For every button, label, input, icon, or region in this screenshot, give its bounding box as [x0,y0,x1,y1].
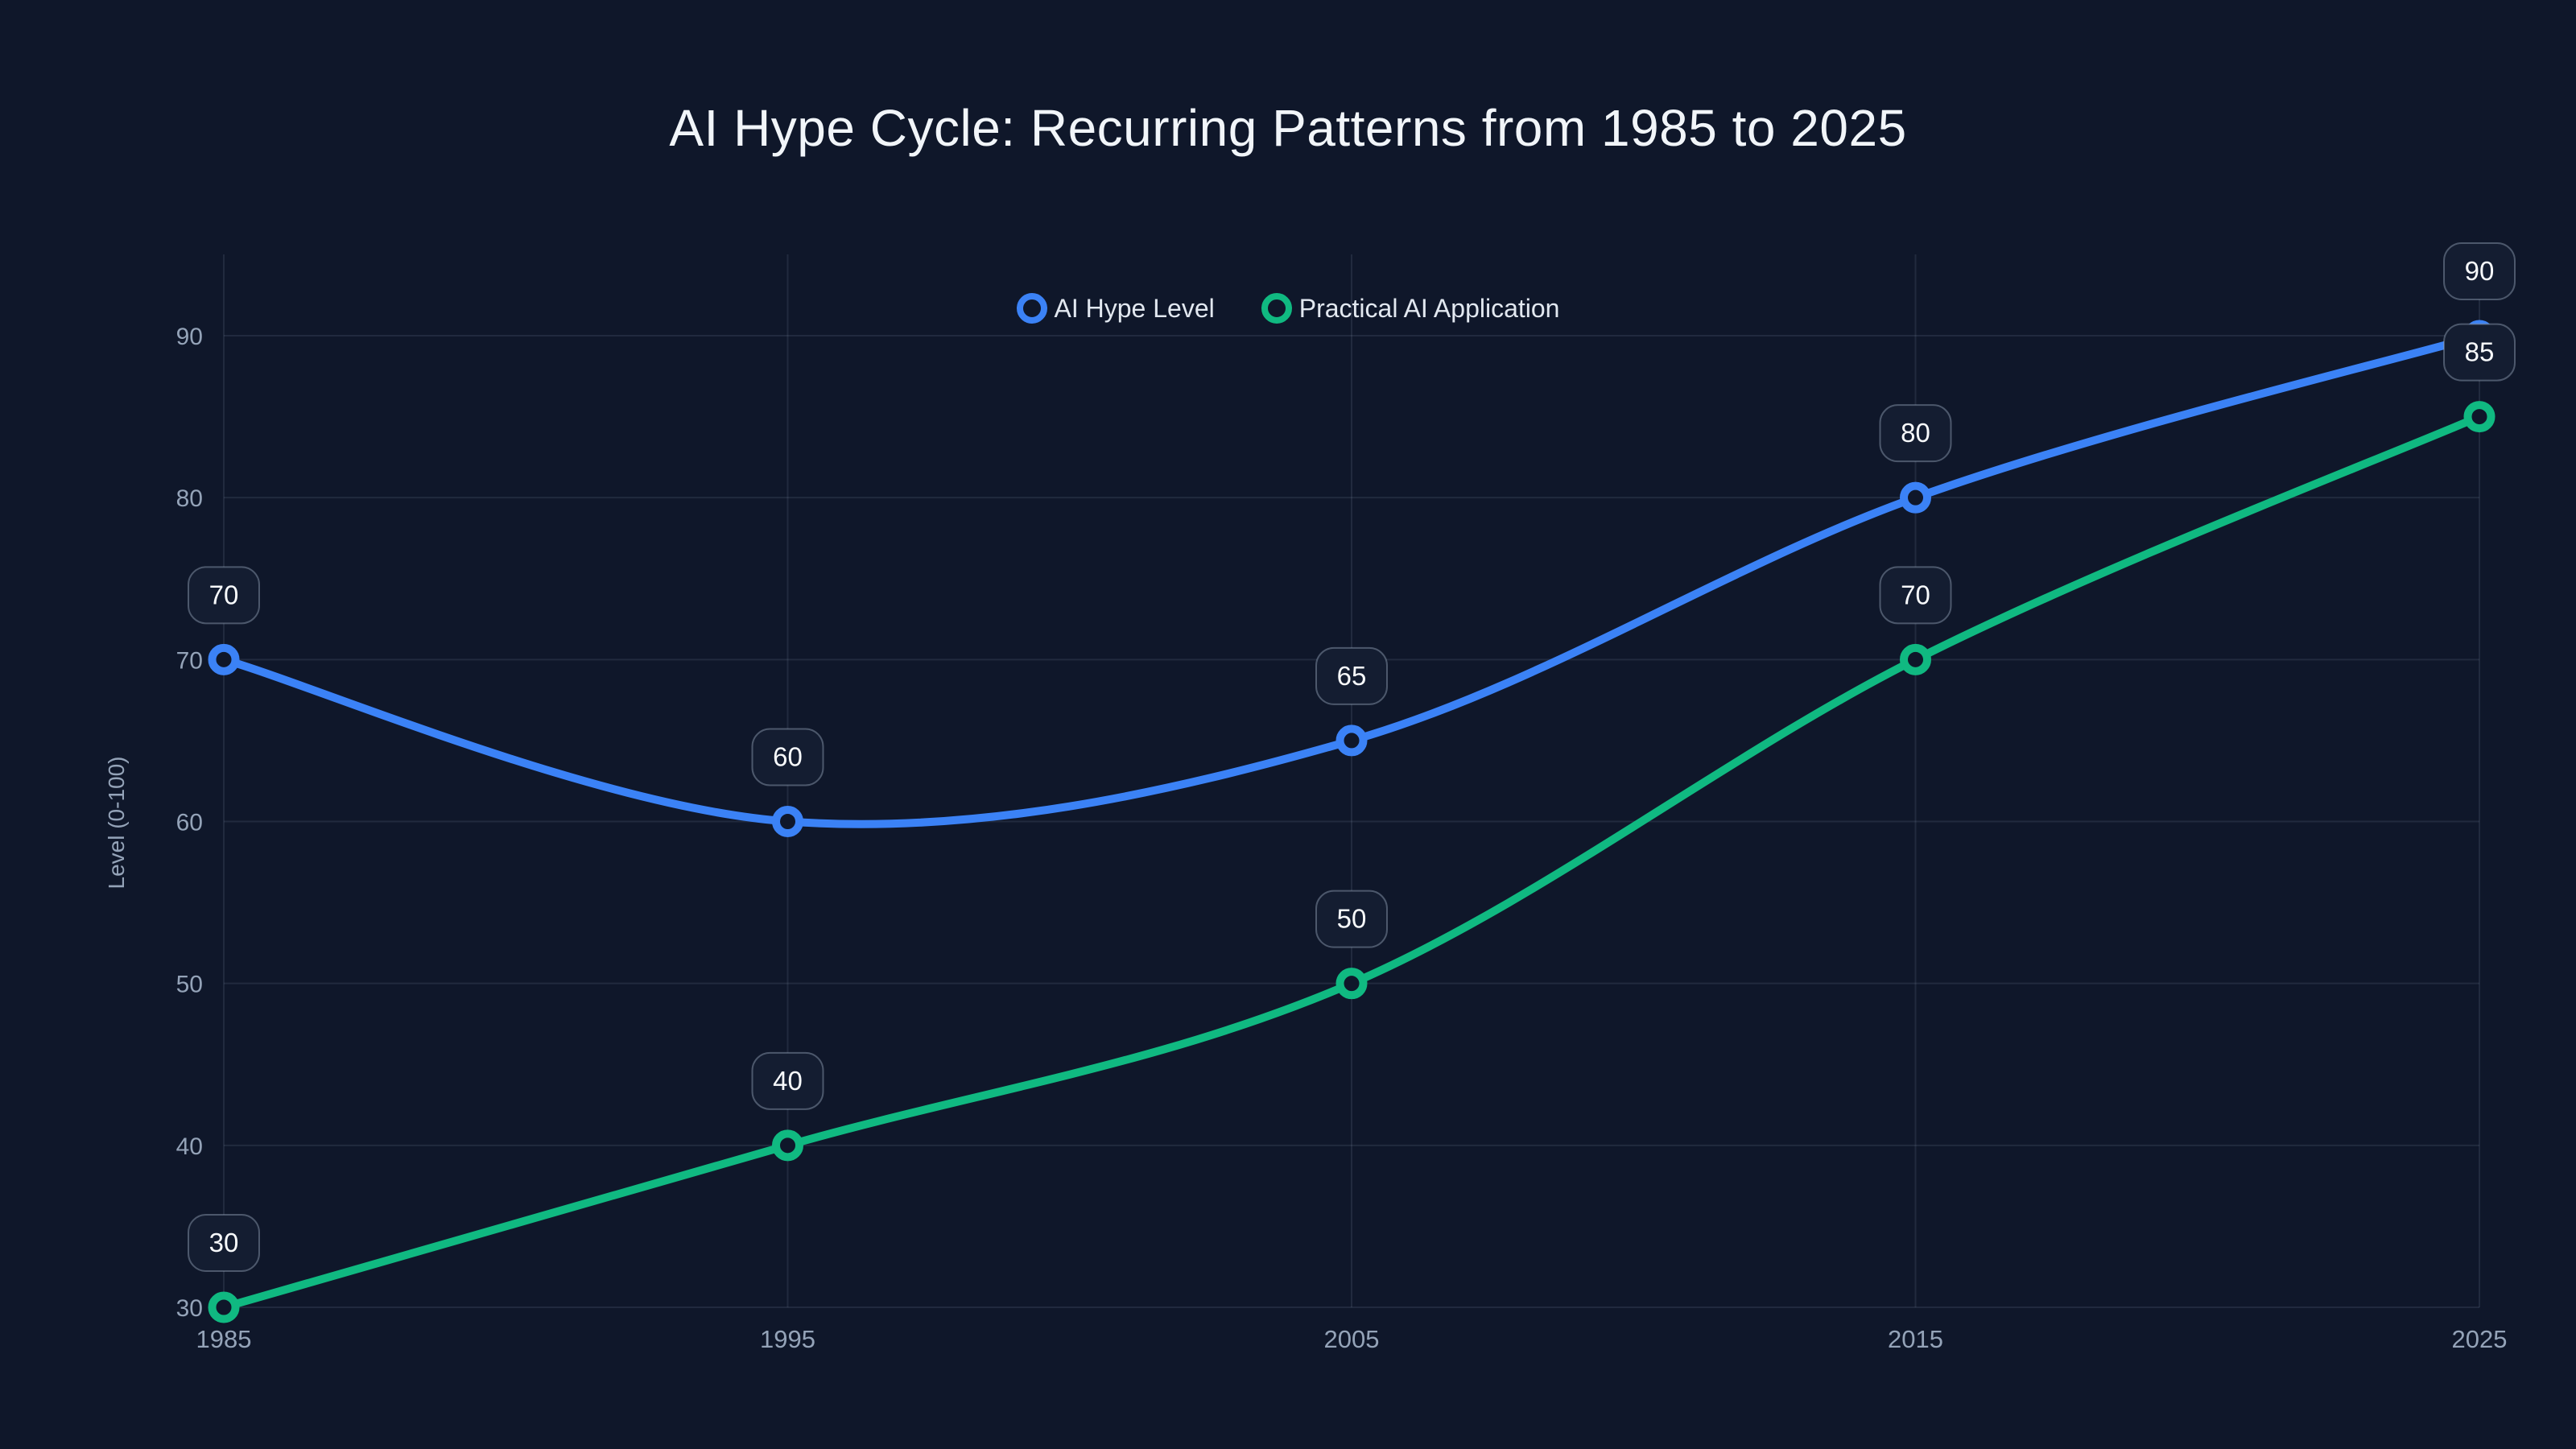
y-axis-tick-label: 70 [176,647,203,674]
legend-label: Practical AI Application [1298,293,1560,323]
legend-marker-icon [1261,293,1292,324]
x-axis-tick-label: 2015 [1888,1325,1943,1353]
point-label-box [751,1051,824,1110]
point-label-box [1315,890,1388,948]
y-axis-tick-label: 50 [176,972,203,998]
point-label-box [188,566,260,625]
y-axis-tick-label: 90 [176,324,203,350]
point-label-box [1879,404,1952,463]
point-label-box [2443,323,2516,382]
point-label-box [1879,566,1952,625]
data-point[interactable] [1900,481,1931,514]
point-label-value: 50 [1337,904,1367,934]
point-label-value: 90 [2465,256,2495,286]
data-point[interactable] [1335,968,1368,1000]
legend-item-ai-hype-level[interactable]: AI Hype Level [1016,293,1215,324]
point-label-value: 85 [2465,337,2495,367]
point-label-value: 70 [209,580,239,609]
point-label-value: 65 [1337,661,1367,691]
x-axis-tick-label: 1985 [196,1325,252,1353]
point-label-box [188,1214,260,1272]
point-label-box [751,728,824,786]
legend-marker-icon [1016,293,1047,324]
data-point[interactable] [772,806,803,837]
data-point[interactable] [1335,724,1368,757]
legend: AI Hype Level Practical AI Application [0,290,2576,327]
data-point[interactable] [208,1291,240,1323]
point-label-value: 80 [1901,418,1930,448]
legend-label: AI Hype Level [1054,293,1215,323]
x-axis-tick-label: 2005 [1324,1325,1380,1353]
point-label-value: 60 [773,742,803,772]
y-axis-tick-label: 80 [176,485,203,512]
point-label-box [2443,242,2516,300]
point-label-value: 70 [1901,580,1930,609]
point-label-box [1315,646,1388,705]
y-axis-tick-label: 60 [176,810,203,836]
x-axis-tick-label: 1995 [760,1325,815,1353]
data-point[interactable] [1900,643,1931,675]
data-point[interactable] [208,643,240,675]
point-label-value: 40 [773,1066,803,1096]
legend-item-practical-ai-application[interactable]: Practical AI Application [1261,293,1560,324]
data-point[interactable] [2463,401,2496,433]
chart-title: AI Hype Cycle: Recurring Patterns from 1… [669,99,1907,157]
y-axis-tick-label: 30 [176,1295,203,1322]
y-axis-tick-label: 40 [176,1133,203,1160]
point-label-value: 30 [209,1228,239,1257]
data-point[interactable] [772,1129,803,1162]
x-axis-tick-label: 2025 [2452,1325,2508,1353]
